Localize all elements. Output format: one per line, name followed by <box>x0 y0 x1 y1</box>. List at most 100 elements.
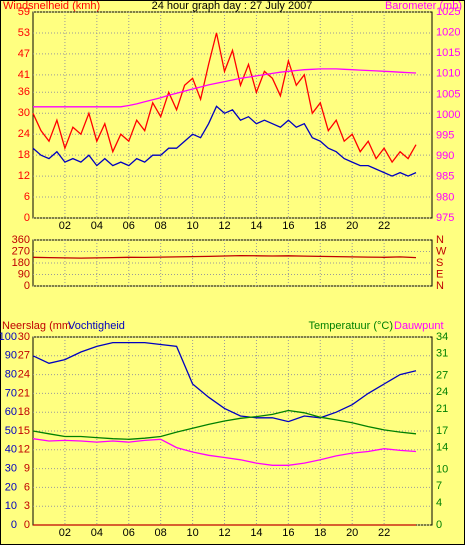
y-tick-label: 50 <box>5 425 17 437</box>
x-tick-label: 04 <box>91 527 103 539</box>
y-tick-label: 36 <box>18 86 30 98</box>
y-tick-label: 0 <box>436 519 442 531</box>
y-tick-label: 180 <box>12 257 30 269</box>
x-tick-label: 18 <box>314 527 326 539</box>
legend-entry: Dauwpunt <box>394 320 444 332</box>
y-tick-label: 10 <box>436 464 448 476</box>
y-tick-label: 60 <box>5 406 17 418</box>
x-tick-label: 10 <box>186 527 198 539</box>
x-tick-label: 04 <box>91 220 103 232</box>
y-tick-label: 34 <box>436 331 448 343</box>
x-tick-label: 06 <box>123 527 135 539</box>
y-tick-label: 975 <box>436 212 454 224</box>
series-line <box>32 105 417 177</box>
chart-title: 24 hour graph day : 27 July 2007 <box>152 0 313 12</box>
y-tick-label: 20 <box>5 481 17 493</box>
y-tick-label: 90 <box>5 350 17 362</box>
y-tick-label: 12 <box>18 444 30 456</box>
x-tick-label: 06 <box>123 220 135 232</box>
legend-entry: Temperatuur (°C) <box>309 320 393 332</box>
plot-area <box>32 11 433 219</box>
x-tick-label: 02 <box>59 527 71 539</box>
y-tick-label: 21 <box>436 403 448 415</box>
x-tick-label: 22 <box>378 527 390 539</box>
y-tick-label: 27 <box>436 370 448 382</box>
series-line <box>32 254 417 259</box>
y-tick-label: 30 <box>5 463 17 475</box>
x-tick-label: 08 <box>155 220 167 232</box>
y-tick-label: 6 <box>24 481 30 493</box>
y-tick-label: 40 <box>5 444 17 456</box>
series-line <box>32 341 417 423</box>
y-tick-label: N <box>436 234 444 246</box>
x-tick-label: 20 <box>346 220 358 232</box>
x-tick-label: 02 <box>59 220 71 232</box>
y-tick-label: 80 <box>5 369 17 381</box>
y-tick-label: 1005 <box>436 88 460 100</box>
y-tick-label: W <box>436 245 447 257</box>
y-tick-label: 360 <box>12 234 30 246</box>
y-tick-label: 24 <box>436 386 448 398</box>
y-tick-label: 90 <box>18 268 30 280</box>
y-tick-label: 30 <box>18 331 30 343</box>
wind-axis-label: Windsnelheid (kmh) <box>3 0 100 12</box>
y-tick-label: S <box>436 257 443 269</box>
y-tick-label: 30 <box>18 107 30 119</box>
y-tick-label: 1015 <box>436 47 460 59</box>
y-tick-label: 0 <box>24 280 30 292</box>
x-tick-label: 16 <box>282 527 294 539</box>
y-tick-label: 0 <box>11 519 17 531</box>
y-tick-label: 3 <box>24 500 30 512</box>
x-tick-label: 18 <box>314 220 326 232</box>
y-tick-label: 21 <box>18 387 30 399</box>
y-tick-label: 100 <box>0 331 17 343</box>
y-tick-label: 59 <box>18 6 30 18</box>
y-tick-label: 24 <box>18 369 30 381</box>
x-tick-label: 10 <box>186 220 198 232</box>
x-tick-label: 14 <box>250 220 262 232</box>
y-tick-label: N <box>436 280 444 292</box>
x-tick-label: 20 <box>346 527 358 539</box>
y-tick-label: 9 <box>24 463 30 475</box>
y-tick-label: 18 <box>18 149 30 161</box>
y-tick-label: 12 <box>18 170 30 182</box>
x-tick-label: 22 <box>378 220 390 232</box>
x-tick-label: 16 <box>282 220 294 232</box>
y-tick-label: 0 <box>24 212 30 224</box>
y-tick-label: 53 <box>18 27 30 39</box>
barometer-axis-label: Barometer (mb) <box>385 0 462 12</box>
y-tick-label: 15 <box>18 425 30 437</box>
y-tick-label: 70 <box>5 387 17 399</box>
series-line <box>32 409 417 440</box>
y-tick-label: 17 <box>436 425 448 437</box>
y-tick-label: 6 <box>24 191 30 203</box>
y-tick-label: 985 <box>436 171 454 183</box>
y-tick-label: 31 <box>436 347 448 359</box>
y-tick-label: 18 <box>18 406 30 418</box>
y-tick-label: 41 <box>18 69 30 81</box>
y-tick-label: 1020 <box>436 27 460 39</box>
y-tick-label: 1025 <box>436 6 460 18</box>
x-tick-label: 12 <box>218 220 230 232</box>
y-tick-label: 1010 <box>436 68 460 80</box>
y-tick-label: 4 <box>436 497 442 509</box>
y-tick-label: 47 <box>18 48 30 60</box>
y-tick-label: 27 <box>18 350 30 362</box>
y-tick-label: 24 <box>18 128 30 140</box>
legend-entry: Vochtigheid <box>68 320 125 332</box>
x-tick-label: 08 <box>155 527 167 539</box>
y-tick-label: 270 <box>12 245 30 257</box>
y-tick-label: E <box>436 268 443 280</box>
y-tick-label: 7 <box>436 480 442 492</box>
y-tick-label: 0 <box>24 519 30 531</box>
y-tick-label: 14 <box>436 441 448 453</box>
y-tick-label: 980 <box>436 191 454 203</box>
series-line <box>32 438 417 466</box>
y-tick-label: 990 <box>436 150 454 162</box>
y-tick-label: 10 <box>5 500 17 512</box>
series-line <box>33 68 417 108</box>
y-tick-label: 1000 <box>436 109 460 121</box>
x-tick-label: 14 <box>250 527 262 539</box>
y-tick-label: 995 <box>436 130 454 142</box>
